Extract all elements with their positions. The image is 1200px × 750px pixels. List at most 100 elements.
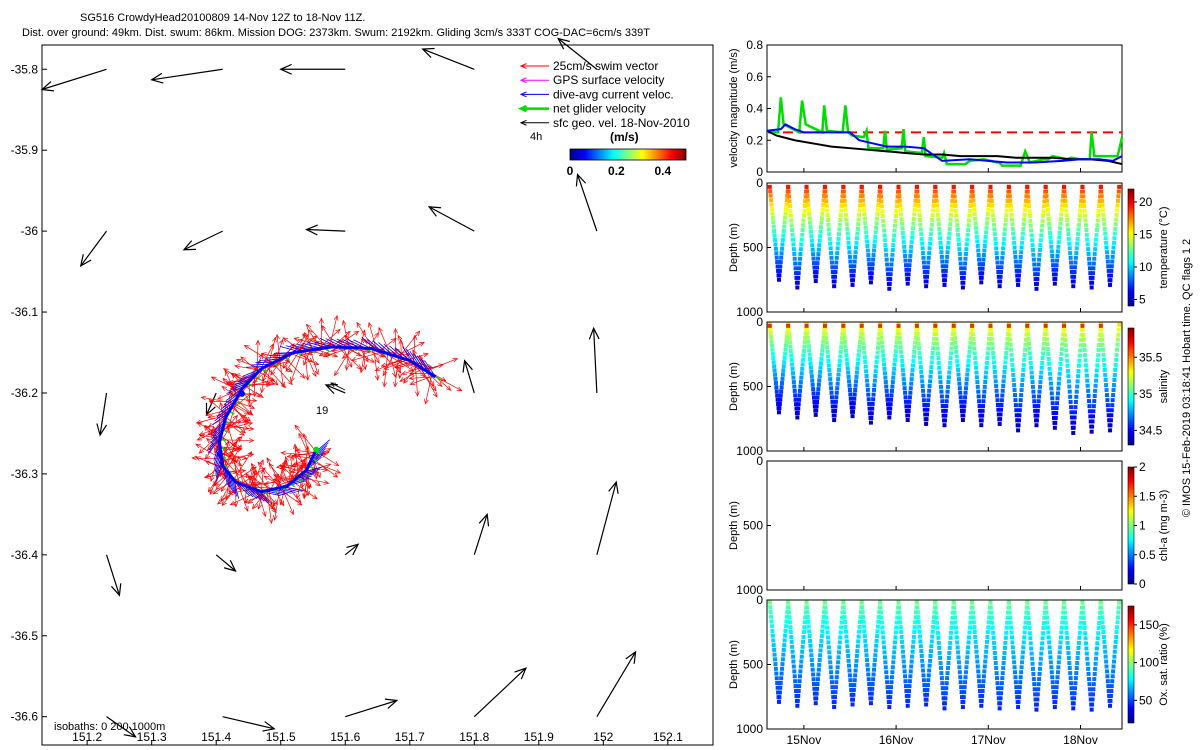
temperature-sample <box>1115 208 1120 213</box>
temperature-sample <box>816 252 821 257</box>
salinity-sample <box>834 395 839 400</box>
salinity-sample <box>894 340 899 345</box>
oxygen-sample <box>1058 635 1063 640</box>
temperature-sample <box>1105 259 1110 264</box>
oxygen-sample <box>1010 640 1015 645</box>
oxygen-sample <box>870 686 875 691</box>
salinity-sample <box>1104 393 1109 398</box>
temperature-sample <box>807 216 812 221</box>
swim-vector-head <box>312 335 318 341</box>
salinity-sample <box>1007 327 1012 332</box>
map-xtick-label: 151.8 <box>459 730 489 744</box>
swim-vector <box>291 353 319 365</box>
oxygen-sample <box>1041 626 1046 631</box>
swim-vector-head <box>393 381 398 388</box>
temperature-sample <box>910 235 915 240</box>
temperature-sample <box>1001 241 1006 246</box>
swim-vector-head <box>200 395 207 401</box>
swim-vector-head <box>272 476 279 482</box>
oxygen-sample <box>886 690 891 695</box>
salinity-sample <box>772 368 777 373</box>
salinity-sample <box>955 358 960 363</box>
temperature-sample <box>836 241 841 246</box>
swim-vector-head <box>300 482 306 489</box>
swim-vector-head <box>299 373 306 379</box>
temperature-sample <box>833 274 838 279</box>
salinity-sample <box>854 370 859 375</box>
temperature-sample <box>906 272 911 277</box>
temperature-sample <box>1037 247 1042 252</box>
swim-vector <box>295 450 315 453</box>
sfc-vector-head <box>262 721 276 732</box>
salinity-sample <box>1092 399 1097 404</box>
temperature-sample <box>967 218 972 223</box>
temperature-sample <box>1056 240 1061 245</box>
temperature-sample <box>1048 235 1053 240</box>
temperature-sample <box>854 236 859 241</box>
swim-vector-head <box>285 366 291 372</box>
salinity-sample <box>790 371 795 376</box>
salinity-sample <box>793 393 798 398</box>
swim-vector-head <box>239 430 245 436</box>
salinity-sample <box>850 409 855 414</box>
oxygen-sample <box>891 655 896 660</box>
temperature-sample <box>827 232 832 237</box>
oxygen-sample <box>1076 640 1081 645</box>
oxygen-sample <box>809 653 814 658</box>
salinity-sample <box>1010 367 1015 372</box>
swim-vector <box>231 452 240 484</box>
salinity-sample <box>806 339 811 344</box>
temperature-sample <box>941 268 946 273</box>
velocity-dac-line <box>766 123 1123 164</box>
salinity-sample <box>1084 368 1089 373</box>
temperature-sample <box>777 273 782 278</box>
salinity-sample <box>994 384 999 389</box>
salinity-sample <box>833 404 838 409</box>
oxygen-sample <box>806 624 811 629</box>
salinity-sample <box>1071 430 1076 435</box>
time-tick-label: 17Nov <box>971 733 1006 747</box>
oxygen-sample <box>933 600 938 605</box>
temperature-sample <box>1110 259 1115 264</box>
temperature-sample <box>906 277 911 282</box>
salinity-sample <box>1012 383 1017 388</box>
salinity-sample <box>883 380 888 385</box>
salinity-sample <box>1022 352 1027 357</box>
salinity-sample <box>778 393 783 398</box>
oxygen-sample <box>1094 651 1099 656</box>
salinity-sample <box>1065 369 1070 374</box>
swim-vector-head <box>445 385 452 391</box>
salinity-sample <box>1052 425 1057 430</box>
salinity-sample <box>821 339 826 344</box>
salinity-sample <box>903 399 908 404</box>
temperature-sample <box>1027 209 1032 214</box>
oxygen-sample <box>1048 660 1053 665</box>
salinity-sample <box>948 360 953 365</box>
oxygen-sample <box>998 696 1003 701</box>
salinity-sample <box>792 384 797 389</box>
salinity-sample <box>827 368 832 373</box>
oxygen-sample <box>957 665 962 670</box>
oxygen-sample <box>1044 615 1049 620</box>
salinity-sample <box>869 411 874 416</box>
oxygen-sample <box>1064 625 1069 630</box>
temperature-sample <box>1055 258 1060 263</box>
legend-key-head <box>519 63 527 69</box>
oxygen-sample <box>975 664 980 669</box>
temperature-sample <box>948 222 953 227</box>
oxygen-sample <box>1077 635 1082 640</box>
temperature-sample <box>976 253 981 258</box>
temperature-sample <box>1069 265 1074 270</box>
salinity-sample <box>946 384 951 389</box>
temperature-sample <box>1078 208 1083 213</box>
salinity-sample <box>1026 332 1031 337</box>
oxygen-sample <box>1103 649 1108 654</box>
swim-vector-head <box>229 500 236 506</box>
map-xtick-label: 151.3 <box>137 730 167 744</box>
salinity-sample <box>1035 408 1040 413</box>
oxygen-sample <box>819 643 824 648</box>
temperature-sample <box>870 266 875 271</box>
temperature-sample <box>979 275 984 280</box>
oxygen-sample <box>935 620 940 625</box>
swim-vector-head <box>356 351 362 357</box>
